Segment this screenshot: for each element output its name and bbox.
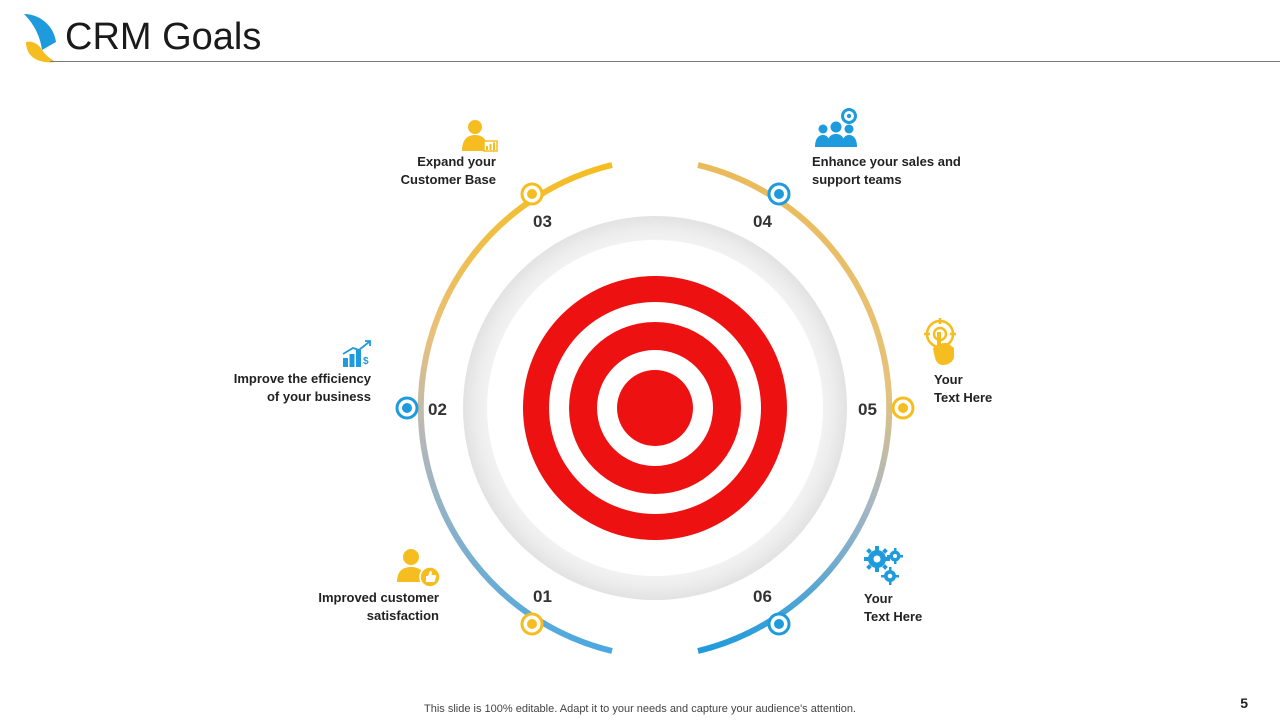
target-click-icon (924, 318, 956, 365)
svg-text:$: $ (363, 356, 369, 367)
footer-note: This slide is 100% editable. Adapt it to… (424, 703, 856, 715)
title-bar: CRM Goals (0, 0, 1280, 64)
goal-number-05: 05 (858, 400, 877, 419)
marker-02 (395, 396, 419, 420)
page-title: CRM Goals (65, 16, 262, 58)
right-arc (697, 162, 893, 654)
goal-number-02: 02 (428, 400, 447, 419)
goal-number-04: 04 (753, 212, 772, 231)
logo-icon (24, 14, 56, 63)
gears-icon (864, 546, 903, 585)
page-number: 5 (1240, 695, 1248, 711)
goal-label-01: Improved customer satisfaction (318, 590, 439, 623)
goal-number-03: 03 (533, 212, 552, 231)
customer-thumbs-up-icon (397, 549, 440, 588)
marker-06 (767, 612, 791, 636)
team-gear-icon (815, 108, 857, 147)
goal-label-05: Your Text Here (934, 372, 993, 405)
goal-label-02: Improve the efficiency of your business (233, 371, 371, 404)
marker-03 (520, 182, 544, 206)
goal-number-01: 01 (533, 587, 552, 606)
goal-label-04: Enhance your sales and support teams (812, 154, 961, 187)
title-divider (50, 61, 1280, 62)
person-chart-icon (462, 120, 498, 152)
growth-chart-icon: $ (342, 340, 371, 367)
goal-number-06: 06 (753, 587, 772, 606)
marker-01 (520, 612, 544, 636)
marker-04 (767, 182, 791, 206)
goal-label-03: Expand your Customer Base (400, 154, 496, 187)
marker-05 (891, 396, 915, 420)
bullseye-target (523, 276, 787, 540)
goal-label-06: Your Text Here (864, 591, 923, 624)
left-arc (417, 162, 613, 654)
